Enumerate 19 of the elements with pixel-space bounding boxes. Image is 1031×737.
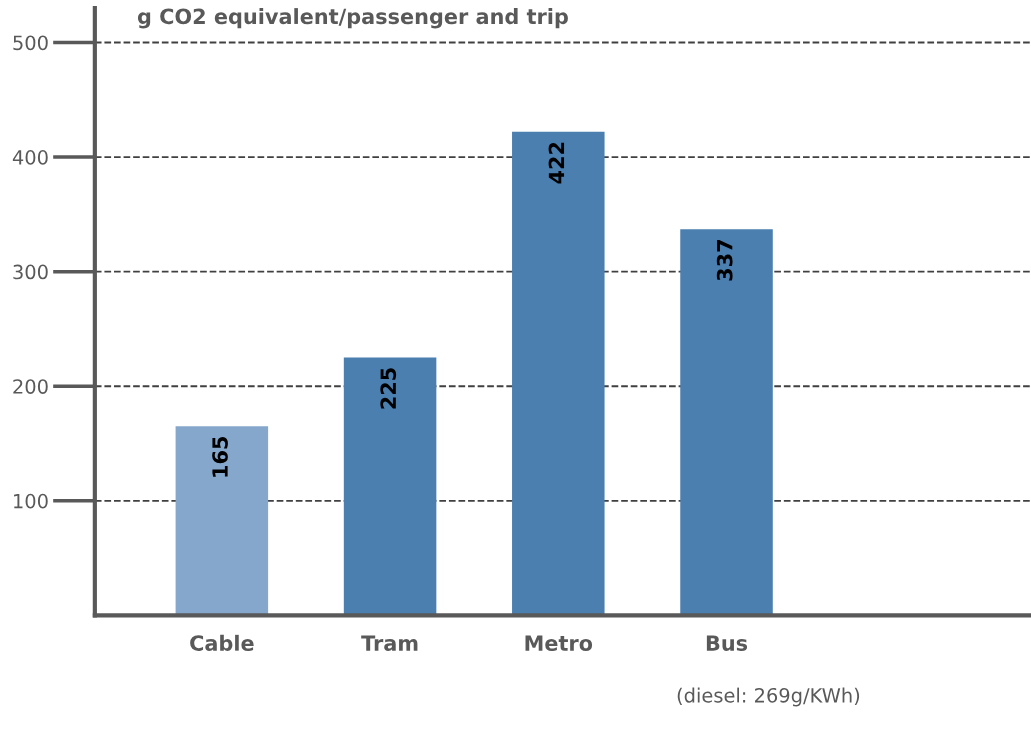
y-axis-title: g CO2 equivalent/passenger and trip [137, 8, 568, 29]
x-tick-label: Tram [361, 635, 418, 651]
bar [175, 426, 269, 616]
y-tick-label: 500 [13, 35, 48, 51]
x-tick-label: Bus [706, 635, 748, 651]
data-label: 225 [380, 368, 397, 409]
y-tick-label: 300 [13, 264, 48, 280]
bar [512, 131, 605, 616]
x-tick-label: Cable [190, 634, 254, 651]
bar [680, 229, 773, 616]
text: (diesel: 269g/KWh) [677, 687, 860, 707]
y-tick-label: 400 [12, 150, 48, 165]
y-tick-label: 200 [13, 379, 48, 394]
y-tick-label: 100 [14, 493, 48, 509]
bar [343, 357, 437, 616]
data-label: 165 [212, 436, 228, 477]
x-tick-label: Metro [525, 635, 593, 651]
data-label: 422 [548, 142, 565, 184]
data-label: 337 [716, 240, 733, 281]
